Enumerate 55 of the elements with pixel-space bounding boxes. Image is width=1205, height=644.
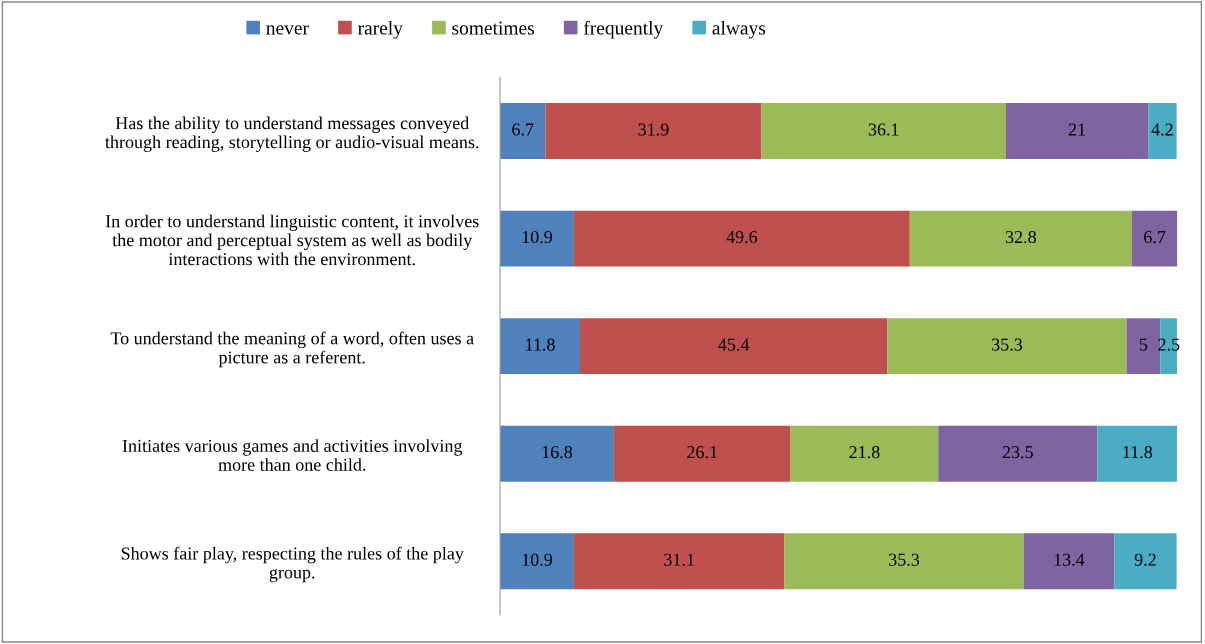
y-tick-label: Shows fair play, respecting the rules of the play group.	[121, 546, 464, 583]
data-label: 11.8	[1123, 446, 1153, 459]
bar	[1131, 210, 1178, 267]
bar	[500, 318, 580, 375]
data-label: 35.3	[992, 338, 1023, 351]
y-tick-label: To understand the meaning of a word, often uses a picture as a referent.	[110, 331, 474, 368]
data-label: 35.3	[889, 553, 920, 566]
data-label: 11.8	[526, 338, 555, 351]
bar	[790, 425, 939, 482]
bar	[579, 318, 888, 375]
legend-label: frequently	[583, 20, 664, 39]
data-label: 13.4	[1054, 553, 1085, 566]
bar	[500, 210, 574, 267]
bar	[573, 210, 910, 267]
bar	[1114, 533, 1177, 590]
bar	[784, 533, 1024, 590]
legend-label: rarely	[357, 20, 403, 39]
data-label: 31.9	[638, 123, 669, 136]
data-label: 36.1	[868, 123, 899, 136]
data-label: 26.1	[687, 446, 717, 459]
data-label: 6.7	[1144, 230, 1166, 244]
bar	[613, 425, 791, 482]
bar	[1148, 103, 1177, 160]
data-label: 4.2	[1151, 123, 1173, 136]
y-tick-label: Initiates various games and activities involving more than one child.	[122, 439, 463, 471]
data-label: 10.9	[522, 553, 553, 566]
bar	[1023, 533, 1115, 590]
bar	[573, 533, 785, 590]
bar	[1097, 425, 1178, 482]
data-label: 49.6	[726, 230, 758, 244]
y-tick-label: Has the ability to understand messages conveyed through reading, storytelling or audio-visual means.	[105, 116, 479, 152]
data-label: 9.2	[1134, 553, 1156, 566]
data-label: 21.8	[849, 446, 880, 459]
bar	[500, 533, 574, 590]
data-label: 31.1	[664, 553, 694, 566]
data-label: 6.7	[512, 123, 534, 136]
data-label: 10.9	[522, 230, 553, 244]
bar	[887, 318, 1127, 375]
bar	[938, 425, 1098, 482]
bar	[1005, 103, 1149, 160]
data-label: 5	[1139, 338, 1148, 351]
bar	[500, 425, 614, 482]
data-label: 23.5	[1002, 446, 1033, 459]
legend-label: never	[266, 25, 309, 35]
bar	[909, 210, 1132, 267]
data-label: 21	[1068, 123, 1085, 136]
bar	[761, 103, 1006, 160]
y-tick-label: In order to understand linguistic content, it involves the motor and perceptual system as well as bodily interactions with the environment.	[105, 214, 479, 266]
legend-label: sometimes	[452, 21, 535, 35]
data-label: 16.8	[542, 446, 573, 459]
legend-label: always	[712, 20, 766, 39]
data-label: 45.4	[718, 338, 750, 351]
data-label: 32.8	[1005, 230, 1036, 244]
bar	[545, 103, 762, 160]
bar	[500, 103, 546, 160]
